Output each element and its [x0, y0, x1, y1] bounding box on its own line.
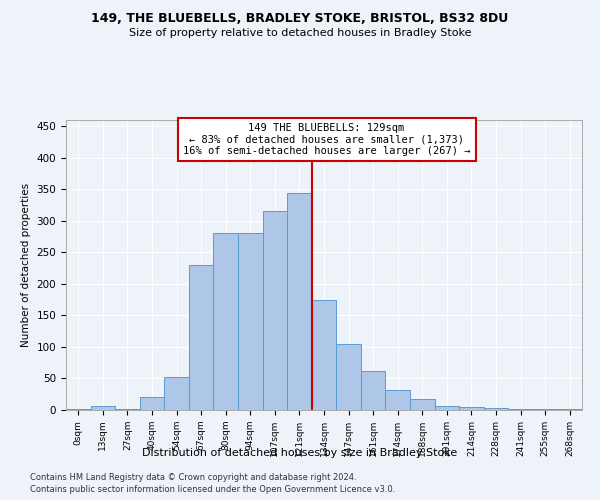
- Bar: [91, 406, 115, 410]
- Bar: [484, 408, 508, 410]
- Bar: [312, 300, 336, 410]
- Text: Contains public sector information licensed under the Open Government Licence v3: Contains public sector information licen…: [30, 485, 395, 494]
- Bar: [140, 397, 164, 410]
- Bar: [263, 212, 287, 410]
- Bar: [459, 407, 484, 410]
- Text: 149 THE BLUEBELLS: 129sqm
← 83% of detached houses are smaller (1,373)
16% of se: 149 THE BLUEBELLS: 129sqm ← 83% of detac…: [183, 123, 470, 156]
- Bar: [385, 390, 410, 410]
- Bar: [336, 344, 361, 410]
- Y-axis label: Number of detached properties: Number of detached properties: [21, 183, 31, 347]
- Bar: [164, 376, 189, 410]
- Bar: [189, 265, 214, 410]
- Bar: [238, 234, 263, 410]
- Text: Contains HM Land Registry data © Crown copyright and database right 2024.: Contains HM Land Registry data © Crown c…: [30, 472, 356, 482]
- Bar: [287, 192, 312, 410]
- Bar: [361, 371, 385, 410]
- Text: Size of property relative to detached houses in Bradley Stoke: Size of property relative to detached ho…: [129, 28, 471, 38]
- Bar: [115, 408, 140, 410]
- Bar: [434, 406, 459, 410]
- Bar: [214, 234, 238, 410]
- Bar: [66, 408, 91, 410]
- Text: 149, THE BLUEBELLS, BRADLEY STOKE, BRISTOL, BS32 8DU: 149, THE BLUEBELLS, BRADLEY STOKE, BRIST…: [91, 12, 509, 26]
- Bar: [410, 398, 434, 410]
- Text: Distribution of detached houses by size in Bradley Stoke: Distribution of detached houses by size …: [142, 448, 458, 458]
